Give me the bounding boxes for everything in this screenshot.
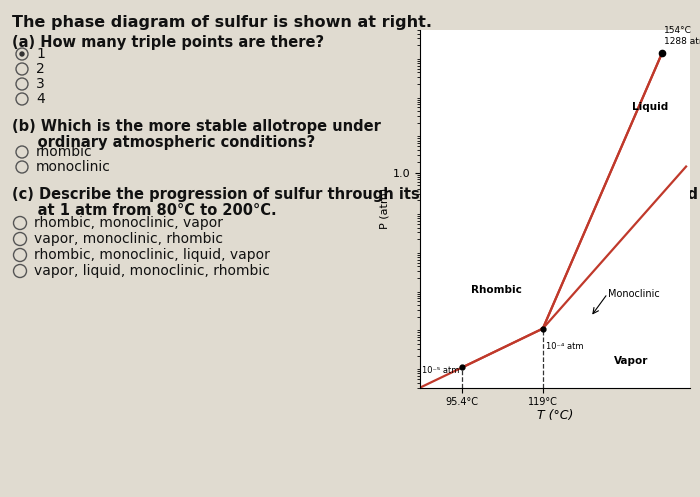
Y-axis label: P (atm): P (atm) — [380, 188, 390, 229]
Text: rhombic, monoclinic, liquid, vapor: rhombic, monoclinic, liquid, vapor — [34, 248, 270, 262]
Text: 10⁻⁴ atm: 10⁻⁴ atm — [546, 342, 584, 351]
Text: Vapor: Vapor — [615, 355, 649, 365]
Text: vapor, monoclinic, rhombic: vapor, monoclinic, rhombic — [34, 232, 223, 246]
Text: vapor, liquid, monoclinic, rhombic: vapor, liquid, monoclinic, rhombic — [34, 264, 270, 278]
Text: 4: 4 — [36, 92, 45, 106]
Text: (b) Which is the more stable allotrope under: (b) Which is the more stable allotrope u… — [12, 119, 381, 134]
Text: Liquid: Liquid — [631, 102, 668, 112]
Text: The phase diagram of sulfur is shown at right.: The phase diagram of sulfur is shown at … — [12, 15, 432, 30]
Text: Rhombic: Rhombic — [471, 285, 522, 295]
Text: 3: 3 — [36, 77, 45, 91]
Text: monoclinic: monoclinic — [36, 160, 111, 174]
Text: 1: 1 — [36, 47, 45, 61]
Text: Monoclinic: Monoclinic — [608, 289, 659, 299]
Text: rhombic: rhombic — [36, 145, 92, 159]
Text: 2: 2 — [36, 62, 45, 76]
Text: (a) How many triple points are there?: (a) How many triple points are there? — [12, 35, 324, 50]
Text: rhombic, monoclinic, vapor: rhombic, monoclinic, vapor — [34, 216, 223, 230]
Circle shape — [20, 51, 25, 57]
Text: at 1 atm from 80°C to 200°C.: at 1 atm from 80°C to 200°C. — [12, 203, 276, 218]
Text: 10⁻⁵ atm: 10⁻⁵ atm — [421, 366, 459, 375]
Text: (c) Describe the progression of sulfur through its various phases when it is hea: (c) Describe the progression of sulfur t… — [12, 187, 698, 202]
Text: ordinary atmospheric conditions?: ordinary atmospheric conditions? — [12, 135, 315, 150]
Text: 154°C
1288 atm: 154°C 1288 atm — [664, 26, 700, 46]
X-axis label: T (°C): T (°C) — [537, 409, 573, 422]
